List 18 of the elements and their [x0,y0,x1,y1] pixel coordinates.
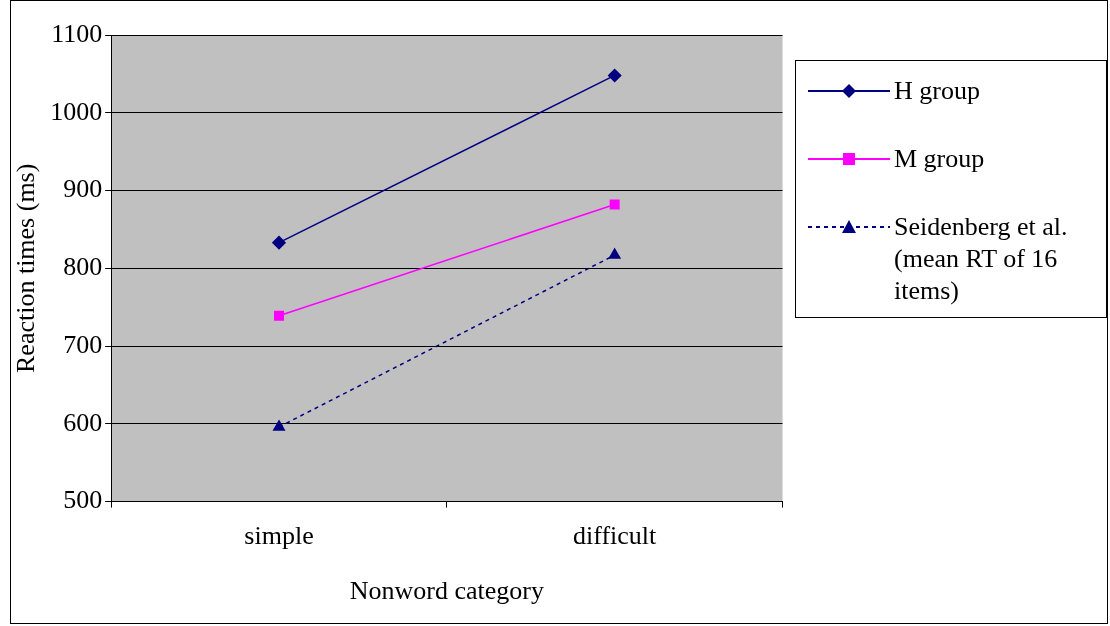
x-axis-title: Nonword category [349,576,544,606]
legend-label: M group [894,143,986,175]
y-tick-label: 700 [63,329,103,359]
y-tick-label: 500 [63,485,103,515]
y-tick-label: 600 [63,407,103,437]
point [609,199,620,210]
y-tick-label: 800 [63,252,103,282]
point [274,310,285,321]
legend-label: H group [894,75,981,107]
y-axis-title: Reaction times (ms) [11,163,41,373]
y-tick-label: 1100 [51,18,103,48]
y-tick-label: 1000 [50,96,103,126]
x-tick-label: difficult [573,521,658,551]
legend-label: Seidenberg et al. (mean RT of 16 items) [894,211,1069,307]
y-tick-label: 900 [63,174,103,204]
x-tick-label: simple [244,521,314,551]
point [272,235,286,250]
point [607,68,622,83]
